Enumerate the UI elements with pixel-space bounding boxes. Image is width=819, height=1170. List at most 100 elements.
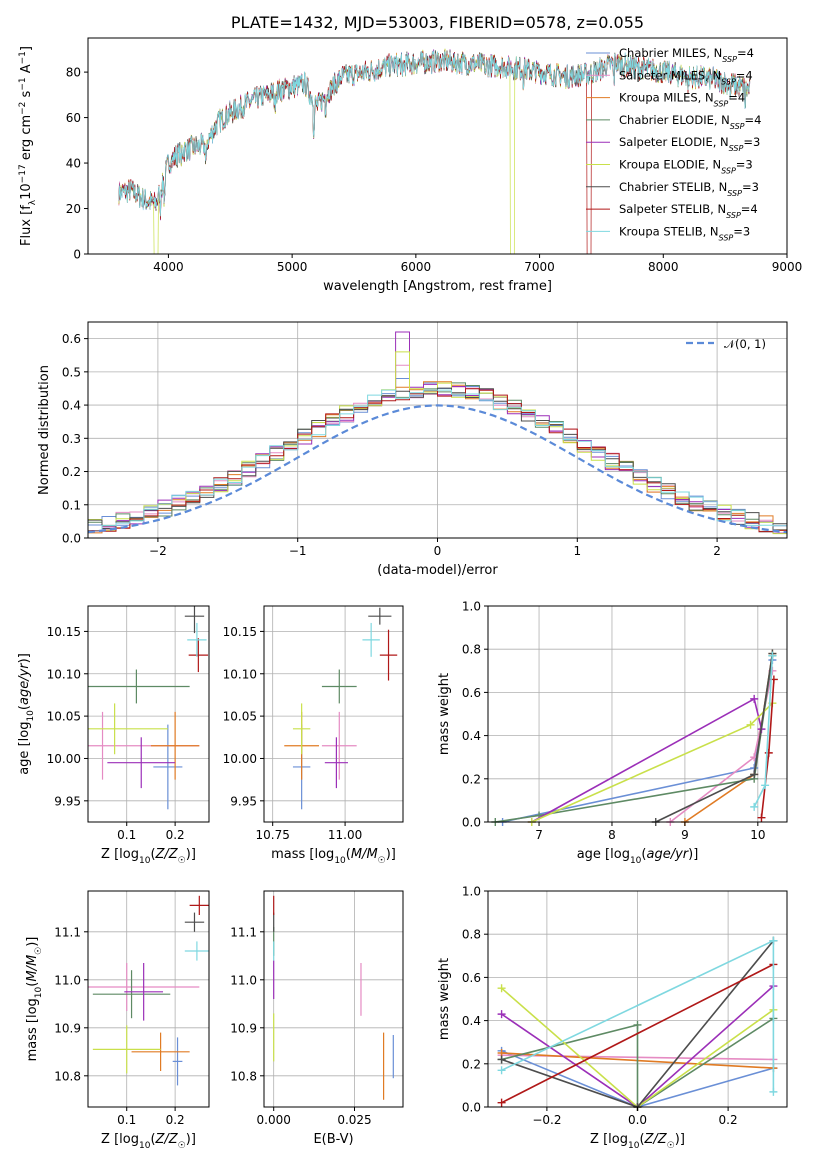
x-tick-label: 5000	[277, 260, 308, 274]
legend-text: Chabrier MILES, N	[619, 46, 722, 60]
legend-entry: Salpeter ELODIE, NSSP=3	[619, 135, 760, 153]
legend-sub: SSP	[730, 121, 745, 130]
errorbar-point	[92, 970, 171, 1019]
errorbar-point	[362, 622, 380, 657]
y-tick-label: 10.8	[54, 1069, 81, 1083]
axes-frame	[487, 605, 788, 823]
errorbar-point	[150, 711, 200, 780]
label-part: M/M	[351, 847, 378, 862]
x-tick-label: −1	[289, 544, 307, 558]
label-part: E(B-V)	[313, 1132, 353, 1147]
legend-text: =4	[745, 113, 762, 127]
legend-text: Salpeter MILES, N	[619, 68, 721, 82]
weight-marker	[750, 770, 759, 779]
legend-text: =4	[736, 68, 753, 82]
label-part: 10	[628, 1141, 640, 1151]
label-part: Z [log	[590, 1132, 628, 1147]
legend-sub: SSP	[721, 77, 736, 86]
y-tick-label: 9.95	[230, 794, 257, 808]
weight-marker	[769, 1087, 778, 1096]
y-tick-label: 0	[73, 248, 81, 262]
y-tick-label: 10.8	[230, 1069, 257, 1083]
legend-entry: Kroupa STELIB, NSSP=3	[619, 224, 750, 242]
y-axis-label: mass weight	[437, 958, 452, 1040]
y-axis-label: age [log10(age/yr)]	[17, 653, 36, 775]
label-part: Z [log	[101, 847, 139, 862]
y-axis-label: Flux [fλ10−17 erg cm−2 s−1 A−1]	[18, 46, 38, 246]
x-axis-label: E(B-V)	[313, 1132, 353, 1147]
x-tick-label: 6000	[401, 260, 432, 274]
label-part: )]	[186, 1132, 196, 1147]
weight-marker	[768, 651, 777, 660]
x-tick-label: 0.1	[117, 828, 136, 842]
axes-frame	[263, 890, 404, 1108]
errorbar-point	[131, 1032, 190, 1071]
errorbar-point	[292, 703, 311, 755]
label-part: (data-model)/error	[377, 563, 498, 578]
y-tick-label: 0.0	[62, 532, 81, 546]
x-tick-label: 8000	[648, 260, 679, 274]
legend-sub: SSP	[721, 166, 736, 175]
label-part: A	[19, 64, 34, 77]
errorbar-point	[321, 711, 357, 780]
label-part: −1	[18, 77, 28, 90]
label-part: (	[25, 982, 40, 987]
legend-entry: 𝒩(0, 1)	[724, 337, 766, 351]
y-tick-label: 10.00	[47, 752, 81, 766]
label-part: 10	[139, 856, 151, 866]
x-tick-label: 10	[750, 828, 765, 842]
label-part: (	[346, 847, 351, 862]
errorbar-point	[88, 963, 200, 1011]
label-part: erg cm	[19, 115, 34, 164]
label-part: mass weight	[437, 673, 452, 755]
x-tick-label: 2	[713, 544, 721, 558]
histogram-salpeter-stelib	[88, 388, 787, 533]
x-axis-label: Z [log10(Z/Z☉)]	[590, 1132, 685, 1151]
weight-marker	[761, 781, 770, 790]
legend-text: =3	[743, 135, 760, 149]
legend-text: =4	[728, 91, 745, 105]
label-part: age/yr	[646, 847, 689, 862]
label-part: −17	[18, 164, 28, 183]
panel-7: 0.000 0.025 10.8 10.9 11.0 11.1 E(B-V)	[230, 890, 404, 1147]
legend-sub: SSP	[714, 99, 729, 108]
legend-text: =3	[742, 180, 759, 194]
x-tick-label: 0.2	[719, 1113, 738, 1127]
spectrum-line-kroupa-stelib	[118, 50, 751, 217]
label-part: mass [log	[25, 998, 40, 1061]
legend-entry: Salpeter STELIB, NSSP=4	[619, 202, 758, 220]
label-part: 10	[139, 1141, 151, 1151]
y-tick-label: 0.4	[62, 399, 81, 413]
label-part: ☉	[178, 1141, 186, 1151]
label-part: ☉	[178, 856, 186, 866]
y-tick-label: 9.95	[54, 794, 81, 808]
legend-sub: SSP	[726, 211, 741, 220]
x-axis-label: wavelength [Angstrom, rest frame]	[323, 279, 552, 294]
weight-marker	[746, 720, 755, 729]
label-part: )]	[688, 847, 698, 862]
x-axis-label: (data-model)/error	[377, 563, 498, 578]
x-tick-label: 0.000	[257, 1113, 291, 1127]
x-axis-label: mass [log10(M/M☉)]	[271, 847, 396, 866]
x-tick-label: 4000	[153, 260, 184, 274]
x-axis-label: age [log10(age/yr)]	[577, 847, 699, 866]
legend-text: Chabrier STELIB, N	[619, 180, 727, 194]
label-part: 10	[19, 183, 34, 200]
errorbar-point	[368, 607, 392, 625]
weight-marker	[750, 802, 759, 811]
errorbar-point	[189, 895, 209, 915]
errorbar-point	[184, 606, 205, 634]
legend-entry: Chabrier STELIB, NSSP=3	[619, 180, 759, 198]
weight-line-salpeter-elodie	[531, 697, 763, 823]
label-part: (	[150, 847, 155, 862]
legend-sub: SSP	[722, 55, 737, 64]
weight-marker	[497, 1010, 506, 1019]
errorbar-point	[153, 724, 183, 810]
y-tick-label: 0.5	[62, 365, 81, 379]
x-tick-label: 0.2	[166, 1113, 185, 1127]
y-tick-label: 10.15	[47, 625, 81, 639]
